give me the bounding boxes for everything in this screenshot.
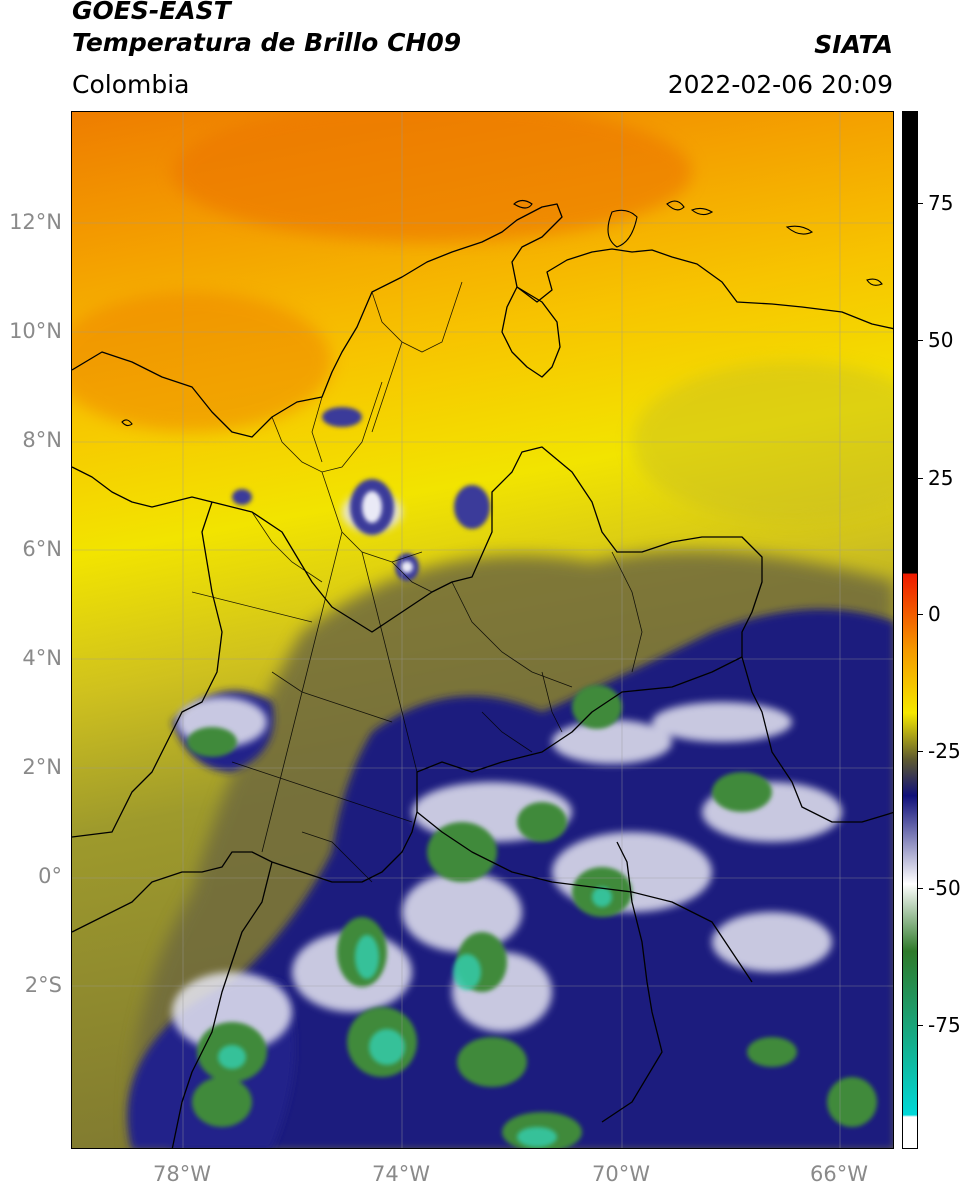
lon-label-70w: 70°W [592,1162,650,1186]
product-title: Temperatura de Brillo CH09 [72,28,462,57]
organization-label: SIATA [814,30,893,59]
datetime-label: 2022-02-06 20:09 [667,70,893,99]
venezuela-brazil-border [741,656,893,823]
colombia-venezuela-border [211,446,763,657]
lat-label-8n: 8°N [22,428,62,452]
colorbar-tick [918,751,923,752]
lat-label-2s: 2°S [24,973,62,997]
department-boundaries [191,281,643,883]
region-label: Colombia [72,70,190,99]
colorbar-label-minus75: -75 [928,1013,961,1037]
pacific-coastline [72,501,223,838]
colorbar-label-minus25: -25 [928,739,961,763]
warm-area-north [172,112,692,242]
colombia-ecuador-peru-border [72,656,743,933]
colorbar-tick [918,888,923,889]
lat-label-4n: 4°N [22,646,62,670]
colorbar-label-0: 0 [928,602,941,626]
satellite-title: GOES-EAST [72,0,231,25]
lon-label-74w: 74°W [372,1162,430,1186]
colorbar-label-minus50: -50 [928,876,961,900]
brightness-temperature-field [72,112,893,1148]
lon-label-78w: 78°W [153,1162,211,1186]
coastlines-and-borders [72,203,893,1148]
colorbar-tick [918,340,923,341]
cold-cloud-mass [167,609,893,1148]
colorbar-tick [918,203,923,204]
colorbar-tick [918,478,923,479]
northern-white-cells [362,491,413,573]
brazil-boundary [601,841,663,1123]
colorbar-label-50: 50 [928,328,954,352]
coldest-cloud-tops [218,887,612,1147]
lat-label-2n: 2°N [22,755,62,779]
colorbar-tick [918,1025,923,1026]
lake-maracaibo [501,286,561,378]
peru-brazil-border [416,811,753,983]
islands [121,199,883,427]
lat-label-0: 0° [38,864,62,888]
caribbean-coastline [72,203,893,438]
warm-area-west [72,292,332,432]
lat-label-10n: 10°N [9,319,62,343]
panama-coast [72,466,213,508]
lat-label-12n: 12°N [9,210,62,234]
colorbar-label-75: 75 [928,191,954,215]
lat-label-6n: 6°N [22,537,62,561]
graticule [72,112,893,1148]
lon-label-66w: 66°W [810,1162,868,1186]
colorbar-label-25: 25 [928,466,954,490]
colorbar-tick [918,614,923,615]
temperature-colorbar [902,111,918,1149]
ecuador-peru-border [171,861,273,1148]
satellite-map[interactable] [71,111,894,1149]
